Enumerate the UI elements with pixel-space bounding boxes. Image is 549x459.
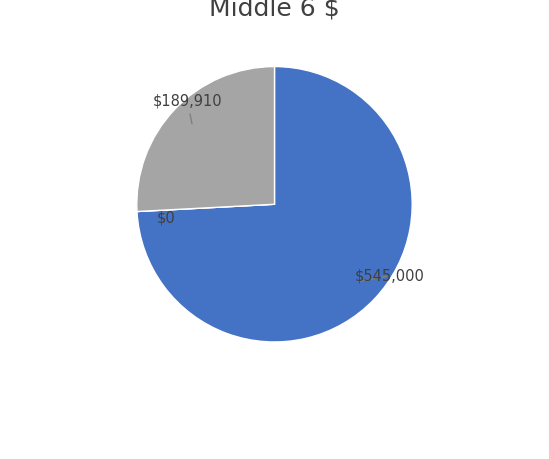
Text: $545,000: $545,000 — [354, 269, 424, 283]
Text: $0: $0 — [156, 211, 175, 225]
Wedge shape — [137, 67, 274, 212]
Wedge shape — [137, 67, 412, 342]
Wedge shape — [137, 204, 274, 212]
Title: Middle 6 $: Middle 6 $ — [209, 0, 340, 21]
Text: $189,910: $189,910 — [153, 94, 222, 124]
